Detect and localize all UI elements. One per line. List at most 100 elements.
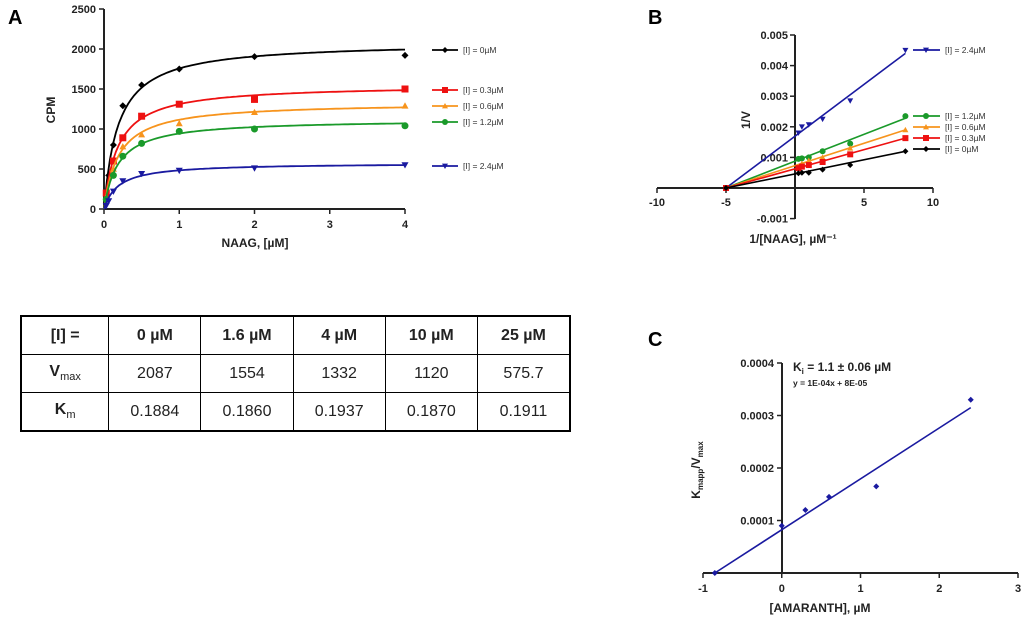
- data-point: [847, 140, 854, 147]
- data-point: [138, 81, 146, 89]
- data-point: [105, 198, 113, 205]
- x-tick-label: 0: [101, 219, 107, 231]
- x-tick-label: 1: [176, 219, 182, 231]
- data-point: [711, 570, 718, 576]
- data-point: [175, 127, 183, 135]
- y-tick-label: 0.0002: [740, 463, 774, 475]
- data-point: [847, 162, 854, 169]
- legend-label: [I] = 1.2µM: [945, 111, 986, 121]
- data-point: [119, 143, 127, 150]
- data-point: [798, 169, 805, 176]
- data-point: [119, 102, 127, 110]
- data-point: [923, 135, 929, 141]
- panel-label-a: A: [8, 7, 22, 29]
- data-point: [819, 148, 826, 155]
- data-point: [119, 152, 127, 160]
- data-point: [805, 154, 812, 161]
- y-tick-label: 0.005: [760, 30, 788, 42]
- data-point: [442, 47, 448, 53]
- fit-curve: [103, 89, 406, 210]
- regression-line: [714, 406, 972, 574]
- data-point: [138, 139, 146, 147]
- data-point: [138, 112, 146, 120]
- data-point: [967, 396, 974, 403]
- table-header-cell: 25 µM: [476, 315, 571, 355]
- data-point: [923, 47, 929, 53]
- data-point: [902, 47, 909, 54]
- regression-line: [725, 52, 906, 189]
- y-tick-label: 500: [78, 164, 96, 176]
- x-tick-label: 5: [861, 197, 867, 209]
- data-point: [798, 155, 805, 162]
- data-point: [138, 171, 146, 178]
- data-point: [442, 163, 448, 169]
- table-cell: 1120: [384, 354, 478, 393]
- legend-label: [I] = 0.3µM: [463, 85, 504, 95]
- data-point: [826, 493, 832, 500]
- legend-label: [I] = 2.4µM: [945, 45, 986, 55]
- data-point: [805, 169, 812, 176]
- table-cell: 0.1860: [200, 392, 294, 432]
- data-point: [251, 95, 258, 103]
- x-axis-label: NAAG, [µM]: [222, 236, 289, 250]
- data-point: [175, 167, 183, 175]
- data-point: [401, 102, 409, 109]
- legend-label: [I] = 0.6µM: [945, 122, 986, 132]
- data-point: [795, 130, 802, 136]
- data-point: [902, 126, 909, 133]
- data-point: [175, 100, 183, 108]
- chart-a-michaelis-menten: 0 500 1000 1500 2000 2500 0 1 2 3 4 CPM NAAG, [µM] [I…: [44, 4, 504, 250]
- chart-b-lineweaver-burk: -0.001 0.001 0.002 0.003 0.004 0.005 -10 -5 5 10 1…: [649, 30, 986, 246]
- data-point: [902, 135, 909, 142]
- legend-label: [I] = 1.2µM: [463, 117, 504, 127]
- data-point: [119, 178, 127, 185]
- table-row-vmax: Vmax 2087 1554 1332 1120 575.7: [20, 354, 571, 393]
- y-tick-label: 1500: [72, 84, 96, 96]
- data-point: [805, 157, 812, 163]
- data-point: [442, 87, 448, 93]
- chart-c-ki-plot: Ki = 1.1 ± 0.06 µM y = 1E-04x + 8E-05 Km…: [689, 358, 1021, 615]
- table-cell: 575.7: [476, 354, 571, 393]
- data-point: [873, 483, 880, 490]
- data-point: [442, 103, 448, 109]
- data-point: [251, 125, 258, 133]
- table-cell: 1554: [200, 354, 294, 393]
- regression-line: [725, 129, 906, 189]
- legend-label: [I] = 0µM: [463, 45, 496, 55]
- data-point: [175, 119, 183, 127]
- legend-label: [I] = 2.4µM: [463, 161, 504, 171]
- table-cell: 0.1870: [384, 392, 478, 432]
- y-tick-label: 0.001: [760, 152, 788, 164]
- x-tick-label: 10: [927, 197, 939, 209]
- y-tick-label: -0.001: [757, 214, 788, 226]
- data-point: [805, 122, 812, 128]
- legend-label: [I] = 0.6µM: [463, 101, 504, 111]
- data-point: [442, 119, 448, 125]
- legend-label: [I] = 0.3µM: [945, 133, 986, 143]
- data-point: [847, 151, 854, 158]
- x-tick-label: -1: [698, 583, 708, 595]
- x-tick-label: -5: [721, 197, 731, 209]
- data-point: [401, 51, 409, 59]
- table-row-km: Km 0.1884 0.1860 0.1937 0.1870 0.1911: [20, 392, 571, 432]
- x-axis-label: 1/[NAAG], µM⁻¹: [749, 232, 836, 246]
- data-point: [802, 507, 809, 513]
- regression-line: [725, 150, 906, 189]
- table-cell: 0.1911: [476, 392, 571, 432]
- kinetics-table: [I] = 0 µM 1.6 µM 4 µM 10 µM 25 µM Vmax …: [20, 315, 571, 432]
- regression-equation: y = 1E-04x + 8E-05: [793, 378, 867, 388]
- x-axis-label: [AMARANTH], µM: [770, 601, 871, 615]
- table-header-row: [I] = 0 µM 1.6 µM 4 µM 10 µM 25 µM: [20, 315, 571, 355]
- x-tick-label: 0: [779, 583, 785, 595]
- data-point: [902, 113, 909, 120]
- ki-annotation: Ki = 1.1 ± 0.06 µM: [793, 360, 891, 376]
- data-point: [778, 522, 785, 529]
- table-header-cell: 4 µM: [292, 315, 386, 355]
- data-point: [798, 163, 805, 170]
- data-point: [401, 162, 409, 169]
- data-point: [109, 141, 117, 149]
- table-cell: 0.1884: [108, 392, 202, 432]
- y-tick-label: 0.002: [760, 122, 788, 134]
- table-cell: 2087: [108, 354, 202, 393]
